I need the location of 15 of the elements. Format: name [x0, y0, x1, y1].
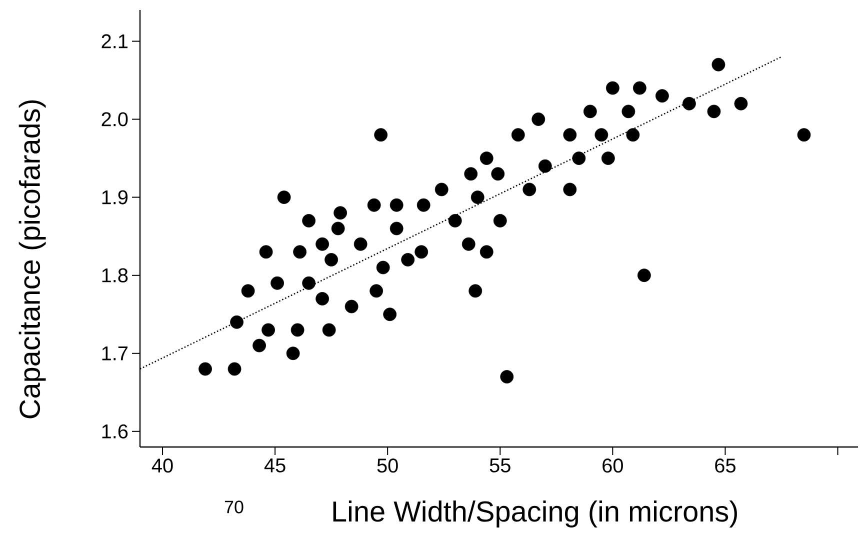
x-tick-label: 60	[602, 458, 623, 473]
text: 70	[224, 500, 244, 514]
x-tick-label: 40	[152, 458, 173, 473]
y-tick-label: 2.1	[102, 34, 128, 48]
x-tick-label: 50	[377, 458, 398, 473]
y-tick-label: 1.8	[102, 268, 128, 282]
x-tick-label: 65	[715, 458, 736, 473]
x-tick-label: 45	[264, 458, 286, 472]
x-tick-label: 55	[490, 458, 510, 472]
y-tick-label: 1.6	[102, 424, 128, 438]
y-tick-label: 2.0	[102, 112, 128, 126]
y-tick-label: 1.9	[102, 190, 128, 204]
y-tick-label: 1.7	[102, 346, 128, 360]
x-axis-title: Line Width/Spacing (in microns)	[333, 500, 737, 528]
y-axis-title: Capacitance (picofarads)	[18, 100, 46, 418]
